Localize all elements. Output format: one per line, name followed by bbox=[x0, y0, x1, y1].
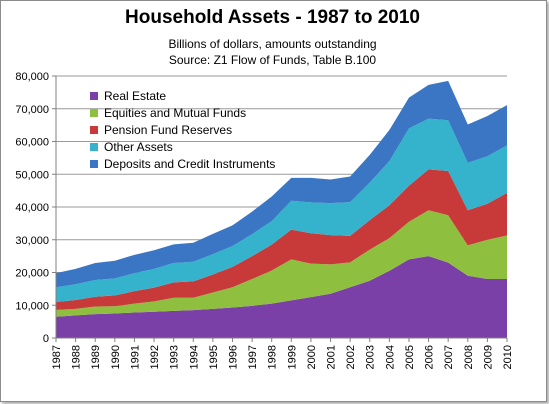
legend-swatch-2 bbox=[90, 126, 98, 134]
x-tick-label-2006: 2006 bbox=[424, 345, 436, 369]
y-tick-label-2: 20,000 bbox=[15, 268, 49, 280]
area-pension-fund-reserves bbox=[56, 169, 507, 310]
y-tick-label-4: 40,000 bbox=[15, 202, 49, 214]
area-real-estate bbox=[56, 256, 507, 338]
x-tick-label-1994: 1994 bbox=[188, 345, 200, 369]
legend-label-4: Deposits and Credit Instruments bbox=[104, 157, 275, 171]
legend-label-0: Real Estate bbox=[104, 89, 166, 103]
area-other-assets bbox=[56, 118, 507, 302]
x-tick-label-2003: 2003 bbox=[365, 345, 377, 369]
legend-swatch-0 bbox=[90, 92, 98, 100]
x-tick-label-1991: 1991 bbox=[129, 345, 141, 369]
chart-subtitle-1: Billions of dollars, amounts outstanding bbox=[168, 37, 377, 51]
y-tick-label-7: 70,000 bbox=[15, 104, 49, 116]
legend-label-2: Pension Fund Reserves bbox=[104, 123, 232, 137]
x-tick-label-1993: 1993 bbox=[169, 345, 181, 369]
x-tick-label-2001: 2001 bbox=[326, 345, 338, 369]
x-tick-label-1992: 1992 bbox=[149, 345, 161, 369]
x-tick-label-1990: 1990 bbox=[110, 345, 122, 369]
legend-swatch-4 bbox=[90, 160, 98, 168]
area-deposits-and-credit-instruments bbox=[56, 80, 507, 288]
x-tick-label-2004: 2004 bbox=[384, 345, 396, 369]
y-tick-label-3: 30,000 bbox=[15, 235, 49, 247]
axes bbox=[52, 75, 508, 342]
y-tick-label-5: 50,000 bbox=[15, 169, 49, 181]
x-tick-label-1998: 1998 bbox=[267, 345, 279, 369]
x-tick-label-1995: 1995 bbox=[208, 345, 220, 369]
x-tick-labels: 1987 1988 1989 1990 1991 1992 1993 1994 1995 1996… bbox=[51, 345, 514, 369]
x-tick-label-2002: 2002 bbox=[345, 345, 357, 369]
x-tick-label-1997: 1997 bbox=[247, 345, 259, 369]
x-tick-label-1996: 1996 bbox=[227, 345, 239, 369]
legend-label-3: Other Assets bbox=[104, 140, 173, 154]
y-tick-labels: 0 10,000 20,000 30,000 40,000 50,000 60,000 70,… bbox=[15, 71, 49, 345]
x-tick-label-2007: 2007 bbox=[443, 345, 455, 369]
y-tick-label-6: 60,000 bbox=[15, 137, 49, 149]
chart-title: Household Assets - 1987 to 2010 bbox=[125, 7, 420, 28]
x-tick-label-1999: 1999 bbox=[286, 345, 298, 369]
legend-swatch-1 bbox=[90, 109, 98, 117]
x-tick-label-2005: 2005 bbox=[404, 345, 416, 369]
x-tick-label-2009: 2009 bbox=[482, 345, 494, 369]
x-tick-label-2008: 2008 bbox=[463, 345, 475, 369]
legend: Real Estate Equities and Mutual Funds Pens… bbox=[90, 89, 275, 171]
x-tick-label-2000: 2000 bbox=[306, 345, 318, 369]
x-tick-label-1988: 1988 bbox=[71, 345, 83, 369]
area-series bbox=[56, 80, 507, 338]
chart-subtitle-2: Source: Z1 Flow of Funds, Table B.100 bbox=[168, 53, 377, 67]
legend-swatch-3 bbox=[90, 143, 98, 151]
x-tick-label-2010: 2010 bbox=[502, 345, 514, 369]
x-tick-label-1989: 1989 bbox=[90, 345, 102, 369]
legend-label-1: Equities and Mutual Funds bbox=[104, 106, 246, 120]
y-tick-label-0: 0 bbox=[43, 333, 49, 345]
x-tick-label-1987: 1987 bbox=[51, 345, 63, 369]
y-tick-label-8: 80,000 bbox=[15, 71, 49, 83]
area-equities-and-mutual-funds bbox=[56, 210, 507, 317]
y-tick-label-1: 10,000 bbox=[15, 300, 49, 312]
